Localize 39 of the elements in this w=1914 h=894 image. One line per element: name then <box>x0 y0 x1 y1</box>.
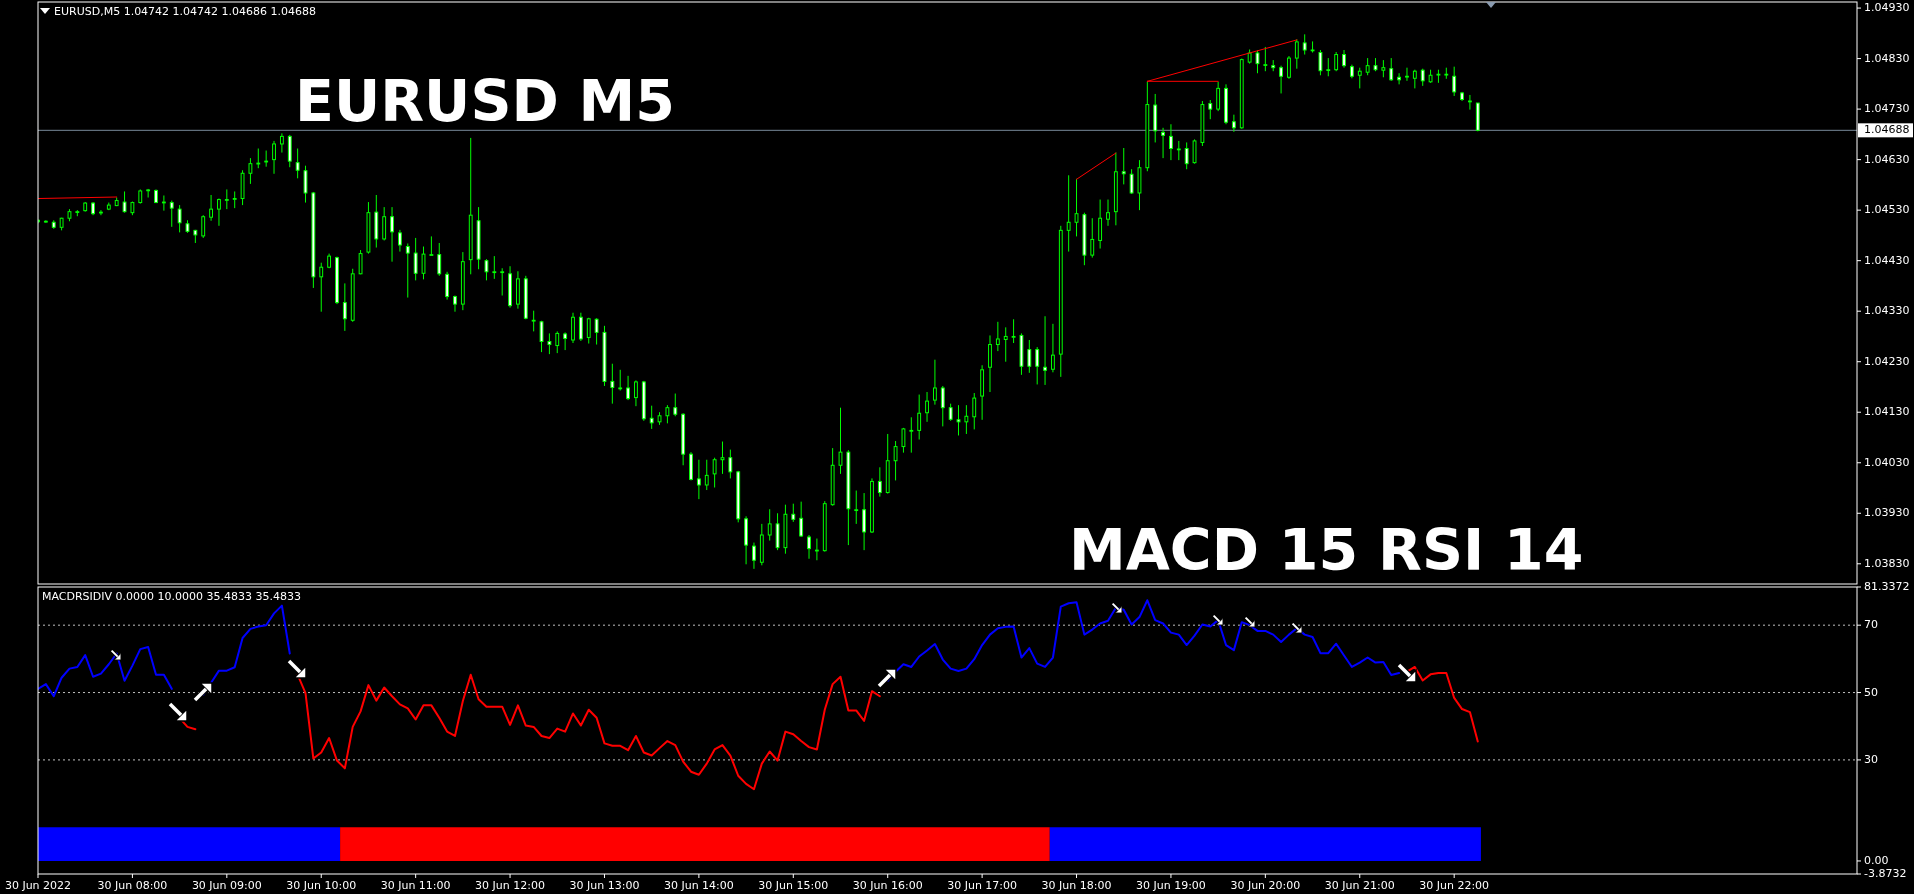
chart-title: MACDRSIDIV 0.0000 10.0000 35.4833 35.4833 <box>42 590 302 603</box>
y-tick-label: 30 <box>1864 752 1878 766</box>
y-tick-label: 1.04230 <box>1864 354 1910 368</box>
x-tick-label: 30 Jun 09:00 <box>191 879 262 892</box>
x-tick-label: 30 Jun 12:00 <box>475 879 545 892</box>
x-tick-label: 30 Jun 2022 <box>4 879 72 892</box>
y-tick-label: 1.04830 <box>1864 51 1910 65</box>
x-tick-label: 30 Jun 15:00 <box>758 879 829 892</box>
ref-line-label: 1.04688 <box>1864 123 1910 137</box>
x-tick-label: 30 Jun 19:00 <box>1136 879 1206 892</box>
x-tick-label: 30 Jun 20:00 <box>1230 879 1301 892</box>
y-tick-label: 1.03930 <box>1864 506 1910 520</box>
y-tick-label: 1.04030 <box>1864 455 1910 469</box>
annotation: EURUSD M5 <box>295 68 675 134</box>
y-tick-label: 1.03830 <box>1864 556 1910 570</box>
x-tick-label: 30 Jun 21:00 <box>1324 879 1395 892</box>
y-tick-label: 0.00 <box>1864 853 1889 867</box>
y-tick-label: 50 <box>1864 685 1878 699</box>
x-tick-label: 30 Jun 22:00 <box>1419 879 1490 892</box>
x-tick-label: 30 Jun 18:00 <box>1041 879 1112 892</box>
y-tick-label: 1.04530 <box>1864 203 1910 217</box>
x-tick-label: 30 Jun 16:00 <box>852 879 923 892</box>
x-tick-label: 30 Jun 08:00 <box>97 879 168 892</box>
y-tick-label: 1.04930 <box>1864 1 1910 15</box>
y-tick-label: -3.8732 <box>1864 867 1907 880</box>
y-tick-label: 70 <box>1864 618 1878 632</box>
x-tick-label: 30 Jun 11:00 <box>380 879 451 892</box>
chart-title: EURUSD,M5 1.04742 1.04742 1.04686 1.04688 <box>54 5 317 18</box>
y-tick-label: 1.04430 <box>1864 253 1910 267</box>
y-tick-label: 1.04730 <box>1864 102 1910 116</box>
annotation: MACD 15 RSI 14 <box>1069 517 1584 583</box>
x-tick-label: 30 Jun 17:00 <box>947 879 1018 892</box>
x-tick-label: 30 Jun 13:00 <box>569 879 640 892</box>
x-tick-label: 30 Jun 10:00 <box>286 879 357 892</box>
y-tick-label: 1.04130 <box>1864 405 1910 419</box>
y-tick-label: 81.3372 <box>1864 580 1910 593</box>
y-tick-label: 1.04330 <box>1864 304 1910 318</box>
y-tick-label: 1.04630 <box>1864 152 1910 166</box>
x-tick-label: 30 Jun 14:00 <box>663 879 734 892</box>
